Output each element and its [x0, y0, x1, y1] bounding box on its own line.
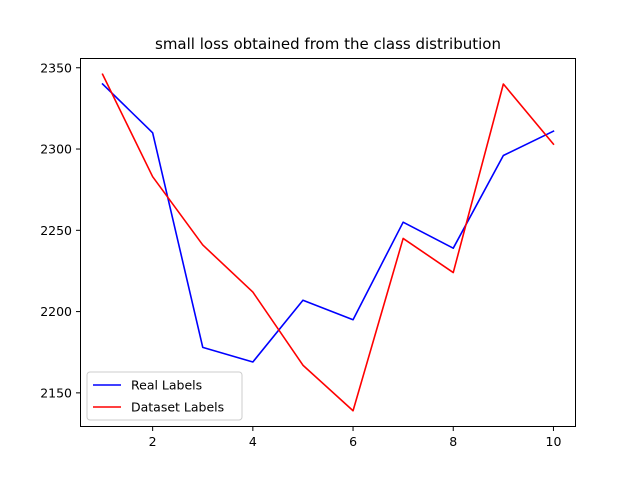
legend-label-2: Dataset Labels — [131, 400, 224, 415]
y-axis-ticks: 2150 2200 2250 2300 2350 — [40, 60, 80, 400]
x-tick-label-5: 10 — [546, 434, 562, 449]
x-axis-ticks: 2 4 6 8 10 — [149, 427, 562, 449]
y-tick-label-1: 2150 — [40, 385, 72, 400]
x-tick-label-2: 4 — [249, 434, 257, 449]
series-line-2 — [101, 73, 555, 412]
y-tick-label-2: 2200 — [40, 304, 72, 319]
plot-frame — [80, 58, 576, 427]
legend-label-1: Real Labels — [131, 378, 202, 393]
y-tick-label-3: 2250 — [40, 223, 72, 238]
series-line-1 — [101, 82, 555, 363]
legend-box — [86, 371, 243, 421]
legend: Real Labels Dataset Labels — [86, 371, 243, 421]
chart-title: small loss obtained from the class distr… — [155, 35, 501, 53]
series-layer — [101, 73, 555, 412]
x-tick-label-1: 2 — [149, 434, 157, 449]
y-tick-label-5: 2350 — [40, 60, 72, 75]
x-tick-label-3: 6 — [349, 434, 357, 449]
y-tick-label-4: 2300 — [40, 142, 72, 157]
x-tick-label-4: 8 — [449, 434, 457, 449]
